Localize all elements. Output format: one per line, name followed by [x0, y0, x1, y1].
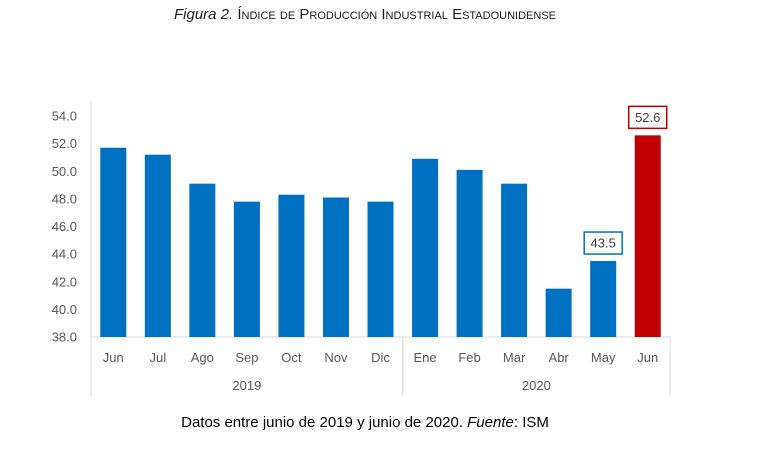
x-tick-label: Ago	[191, 350, 214, 365]
data-labels: 43.5 52.6	[583, 105, 668, 255]
y-tick-label: 46.0	[52, 219, 77, 234]
source-label: Fuente	[467, 414, 514, 431]
y-tick-label: 38.0	[52, 330, 77, 345]
x-tick-label: Jul	[149, 350, 166, 365]
data-label: 52.6	[635, 110, 660, 125]
y-tick-label: 52.0	[52, 136, 77, 151]
figure-caption: Datos entre junio de 2019 y junio de 202…	[0, 414, 730, 431]
y-tick-label: 54.0	[52, 109, 77, 124]
data-label: 43.5	[591, 236, 616, 251]
x-tick-label: Oct	[281, 350, 302, 365]
bar	[545, 288, 572, 337]
x-tick-label: Sep	[235, 350, 258, 365]
bar	[367, 201, 394, 337]
x-tick-label: May	[591, 350, 616, 365]
x-tick-label: Mar	[503, 350, 526, 365]
bar	[634, 135, 661, 337]
x-tick-label: Abr	[549, 350, 570, 365]
bar	[590, 261, 617, 337]
bar	[144, 154, 171, 337]
bar	[100, 147, 127, 337]
bar	[233, 201, 260, 337]
bar	[501, 183, 528, 337]
y-tick-label: 44.0	[52, 247, 77, 262]
figure-title: Índice de Producción Industrial Estadoun…	[237, 6, 556, 23]
x-tick-label: Feb	[458, 350, 480, 365]
source-value: : ISM	[513, 414, 549, 431]
chart-title: Figura 2. Índice de Producción Industria…	[0, 6, 730, 23]
bar	[189, 183, 216, 337]
caption-text: Datos entre junio de 2019 y junio de 202…	[181, 414, 463, 431]
x-tick-label: Jun	[637, 350, 658, 365]
y-axis: 38.0 40.0 42.0 44.0 46.0 48.0 50.0 52.0 54.0	[52, 109, 77, 345]
bar	[412, 158, 439, 337]
y-tick-label: 48.0	[52, 191, 77, 206]
figure-label: Figura 2.	[174, 6, 234, 23]
y-tick-label: 40.0	[52, 302, 77, 317]
bar	[456, 169, 483, 337]
data-label-box	[627, 105, 668, 130]
bar	[322, 197, 349, 337]
x-tick-label: Dic	[371, 350, 390, 365]
x-tick-label: Jun	[103, 350, 124, 365]
y-tick-label: 50.0	[52, 164, 77, 179]
bars	[100, 135, 661, 337]
x-tick-label: Nov	[324, 350, 348, 365]
x-tick-label: Ene	[413, 350, 436, 365]
y-tick-label: 42.0	[52, 274, 77, 289]
bar	[278, 194, 305, 337]
year-label: 2019	[232, 378, 261, 393]
data-label-box	[583, 231, 623, 255]
year-label: 2020	[522, 378, 551, 393]
x-axis: 2019 2020 Jun Jul Ago Sep Oct Nov Dic Ene Feb Mar Ab…	[103, 350, 658, 393]
